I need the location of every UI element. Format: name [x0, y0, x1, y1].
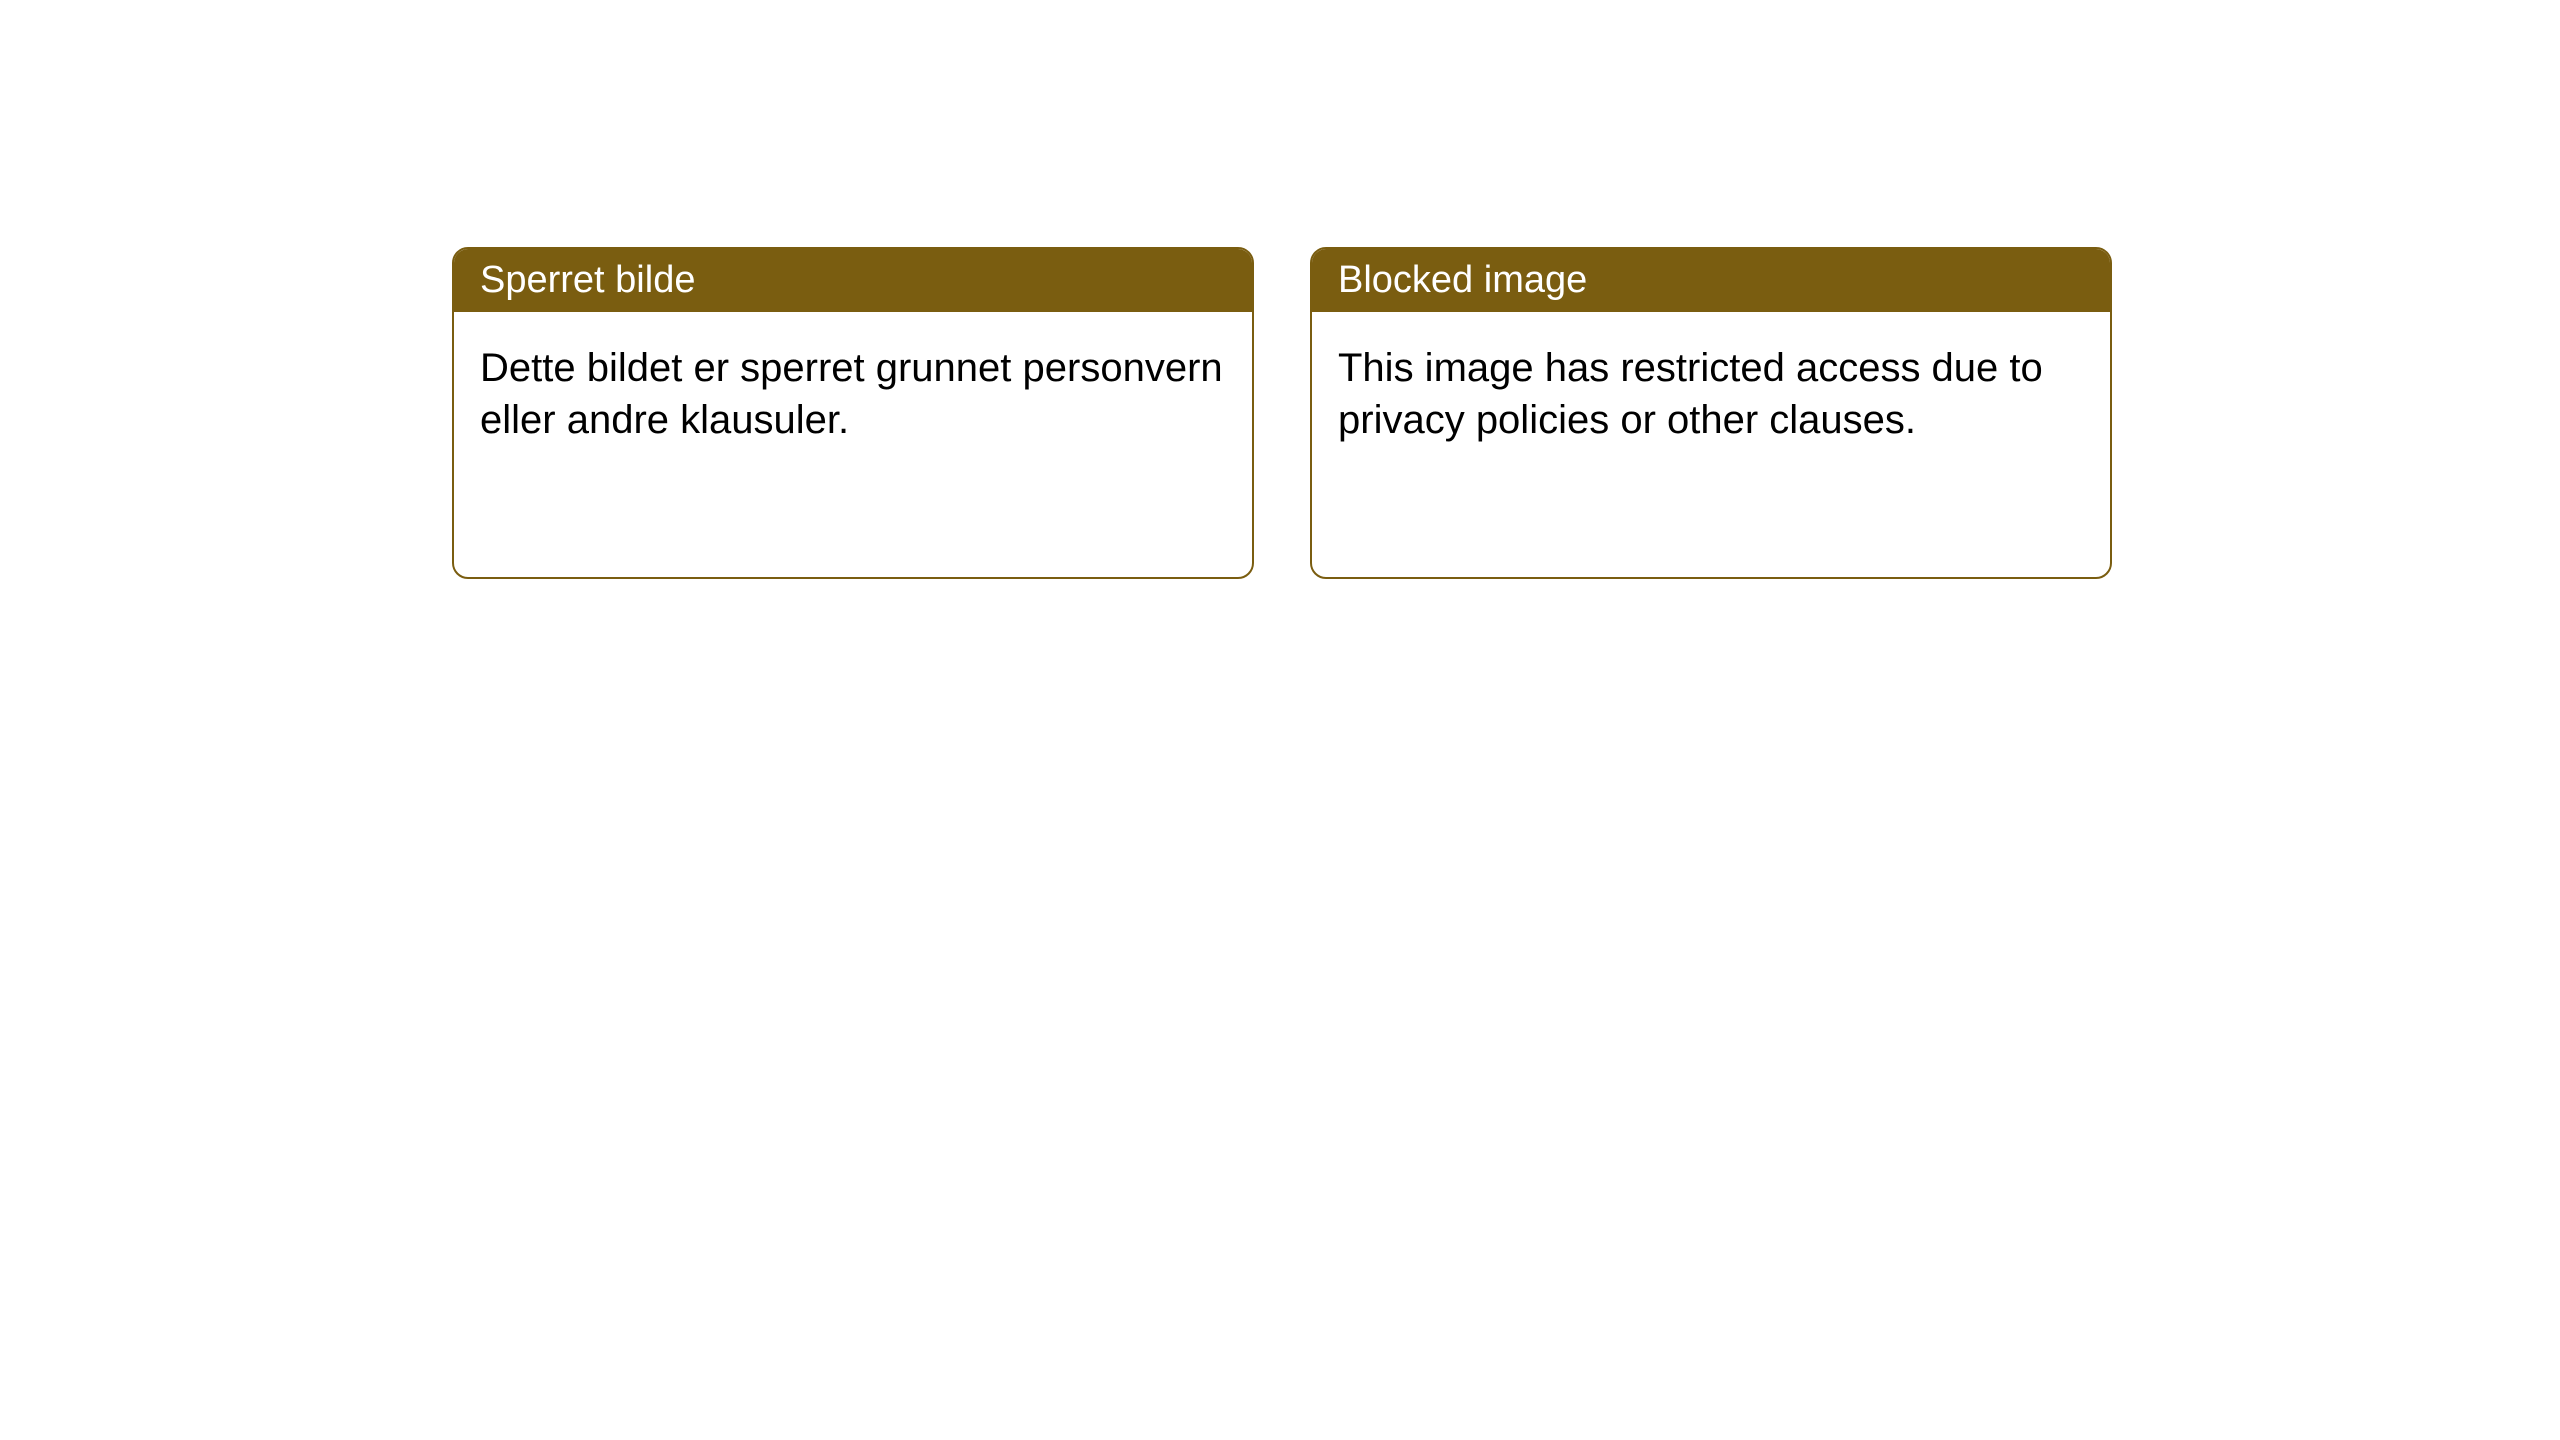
notice-card-header: Blocked image [1312, 249, 2110, 312]
notice-card-title: Sperret bilde [480, 259, 695, 301]
notice-card-body: This image has restricted access due to … [1312, 312, 2110, 476]
notice-card-body: Dette bildet er sperret grunnet personve… [454, 312, 1252, 476]
notice-card-header: Sperret bilde [454, 249, 1252, 312]
notice-card-title: Blocked image [1338, 259, 1587, 301]
notice-card-english: Blocked image This image has restricted … [1310, 247, 2112, 579]
notice-container: Sperret bilde Dette bildet er sperret gr… [452, 247, 2112, 579]
notice-card-message: Dette bildet er sperret grunnet personve… [480, 346, 1223, 442]
notice-card-message: This image has restricted access due to … [1338, 346, 2043, 442]
notice-card-norwegian: Sperret bilde Dette bildet er sperret gr… [452, 247, 1254, 579]
